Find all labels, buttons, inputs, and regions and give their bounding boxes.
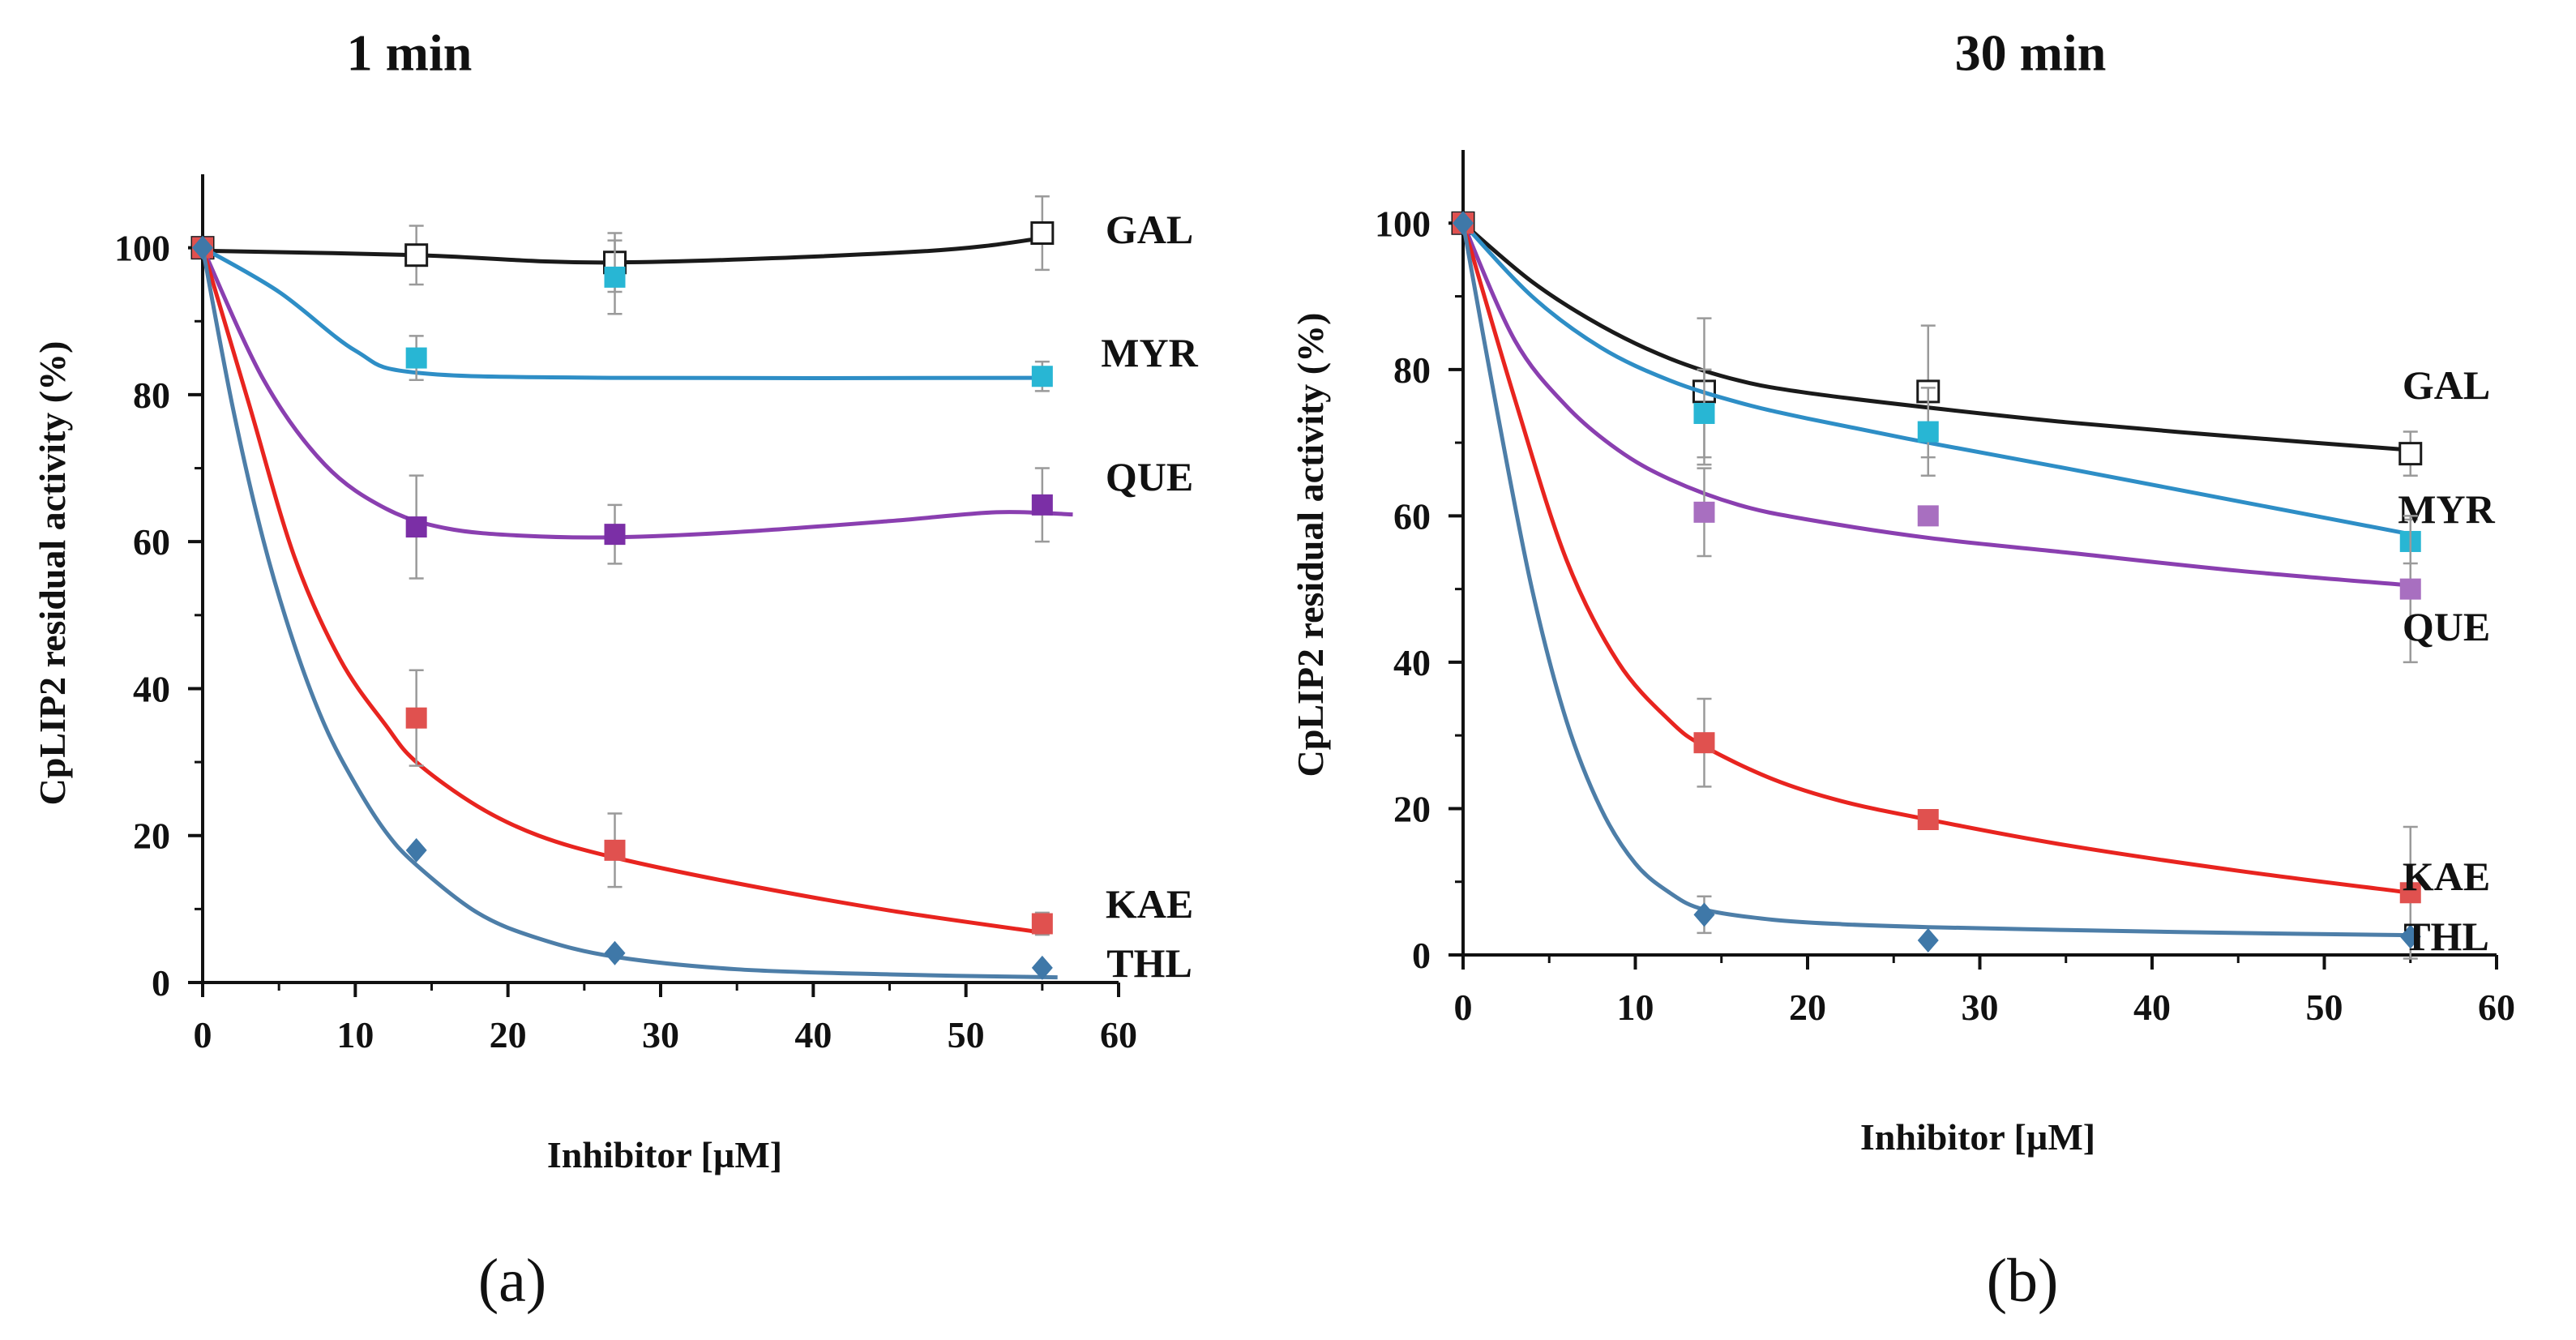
marker-point bbox=[1693, 501, 1715, 523]
series-label-thl: THL bbox=[1106, 940, 1192, 986]
x-axis-label: Inhibitor [µM] bbox=[1860, 1116, 2095, 1158]
marker-point bbox=[1453, 211, 1474, 236]
marker-point bbox=[2399, 578, 2421, 600]
x-tick-label: 50 bbox=[2306, 987, 2343, 1028]
marker-point bbox=[1031, 955, 1053, 980]
marker-point bbox=[604, 839, 626, 861]
series-thl: THL bbox=[1453, 211, 2489, 959]
x-tick-label: 0 bbox=[1454, 987, 1473, 1028]
marker-point bbox=[1917, 927, 1939, 953]
x-tick-label: 20 bbox=[490, 1014, 527, 1055]
y-tick-label: 0 bbox=[152, 962, 170, 1004]
fit-curve-kae bbox=[1461, 222, 2411, 895]
marker-point bbox=[2398, 442, 2423, 466]
series-label-kae: KAE bbox=[1106, 881, 1193, 927]
x-tick-label: 30 bbox=[642, 1014, 679, 1055]
y-tick-label: 60 bbox=[133, 521, 170, 563]
marker-point bbox=[1917, 421, 1939, 443]
y-axis-label: CpLIP2 residual activity (%) bbox=[1290, 313, 1331, 777]
panel-label: (b) bbox=[1987, 1247, 2059, 1315]
fit-curve-gal bbox=[1461, 221, 2411, 452]
series-label-gal: GAL bbox=[1106, 207, 1193, 252]
series-thl: THL bbox=[192, 235, 1192, 986]
marker-point bbox=[404, 243, 429, 268]
series-label-myr: MYR bbox=[2398, 486, 2495, 532]
marker-point bbox=[604, 524, 626, 546]
series-kae: KAE bbox=[1453, 212, 2490, 960]
x-axis-label: Inhibitor [µM] bbox=[547, 1134, 782, 1175]
y-axis-label: CpLIP2 residual activity (%) bbox=[32, 341, 73, 806]
marker-point bbox=[2399, 924, 2421, 949]
marker-point bbox=[405, 516, 427, 538]
x-tick-label: 10 bbox=[1617, 987, 1654, 1028]
marker-point bbox=[1693, 402, 1715, 424]
y-tick-label: 20 bbox=[133, 816, 170, 857]
marker-point bbox=[2399, 882, 2421, 904]
series-que: QUE bbox=[1453, 212, 2490, 664]
series-gal: GAL bbox=[1451, 211, 2490, 477]
x-tick-label: 60 bbox=[1100, 1014, 1137, 1055]
series-kae: KAE bbox=[192, 237, 1193, 936]
x-tick-label: 60 bbox=[2478, 987, 2515, 1028]
marker-point bbox=[1030, 221, 1055, 246]
marker-point bbox=[405, 707, 427, 729]
x-tick-label: 30 bbox=[1962, 987, 1999, 1028]
series-que: QUE bbox=[192, 237, 1193, 580]
marker-point bbox=[192, 235, 213, 260]
marker-point bbox=[1031, 366, 1053, 387]
y-tick-label: 100 bbox=[1375, 203, 1431, 244]
marker-point bbox=[405, 837, 427, 863]
fit-curve-thl bbox=[200, 247, 1058, 980]
x-tick-label: 40 bbox=[2133, 987, 2171, 1028]
y-tick-label: 20 bbox=[1393, 788, 1431, 829]
chart-title: 30 min bbox=[1955, 24, 2107, 82]
chart-panel-a: 1 min 0 10 20 30 40 50 60 0 20 40 60 80 100 Inhibitor … bbox=[32, 24, 1199, 1315]
y-tick-label: 40 bbox=[133, 668, 170, 709]
x-tick-label: 10 bbox=[336, 1014, 374, 1055]
marker-point bbox=[1693, 732, 1715, 754]
marker-point bbox=[1031, 494, 1053, 516]
y-tick-label: 100 bbox=[114, 228, 170, 269]
fit-curve-myr bbox=[201, 246, 1042, 381]
x-tick-label: 40 bbox=[794, 1014, 832, 1055]
series-label-gal: GAL bbox=[2403, 362, 2490, 408]
series-label-myr: MYR bbox=[1101, 330, 1198, 375]
series-label-que: QUE bbox=[2403, 604, 2490, 649]
marker-point bbox=[1031, 913, 1053, 935]
series-label-kae: KAE bbox=[2403, 854, 2490, 899]
y-tick-label: 60 bbox=[1393, 495, 1431, 537]
x-tick-label: 50 bbox=[948, 1014, 985, 1055]
series-myr: MYR bbox=[1453, 212, 2496, 565]
y-tick-label: 0 bbox=[1412, 935, 1431, 976]
series-label-thl: THL bbox=[2403, 914, 2489, 959]
y-tick-label: 40 bbox=[1393, 642, 1431, 683]
fit-curve-que bbox=[1461, 222, 2411, 588]
fit-curve-myr bbox=[1461, 221, 2411, 537]
marker-point bbox=[1917, 808, 1939, 830]
fit-curve-kae bbox=[200, 246, 1043, 935]
chart-title: 1 min bbox=[347, 24, 473, 82]
x-tick-label: 20 bbox=[1789, 987, 1826, 1028]
fit-curve-que bbox=[200, 246, 1073, 540]
marker-point bbox=[405, 347, 427, 369]
marker-point bbox=[1693, 902, 1715, 927]
x-tick-label: 0 bbox=[194, 1014, 212, 1055]
marker-point bbox=[1917, 505, 1939, 527]
y-tick-label: 80 bbox=[1393, 349, 1431, 391]
panel-label: (a) bbox=[478, 1247, 546, 1315]
fit-curve-thl bbox=[1461, 222, 2411, 938]
marker-point bbox=[604, 940, 626, 965]
marker-point bbox=[604, 266, 626, 288]
y-tick-label: 80 bbox=[133, 375, 170, 416]
series-label-que: QUE bbox=[1106, 454, 1193, 499]
series-gal: GAL bbox=[190, 195, 1193, 293]
chart-panel-b: 30 min 0 10 20 30 40 50 60 0 20 40 60 80 100 Inhibitor… bbox=[1290, 24, 2515, 1315]
